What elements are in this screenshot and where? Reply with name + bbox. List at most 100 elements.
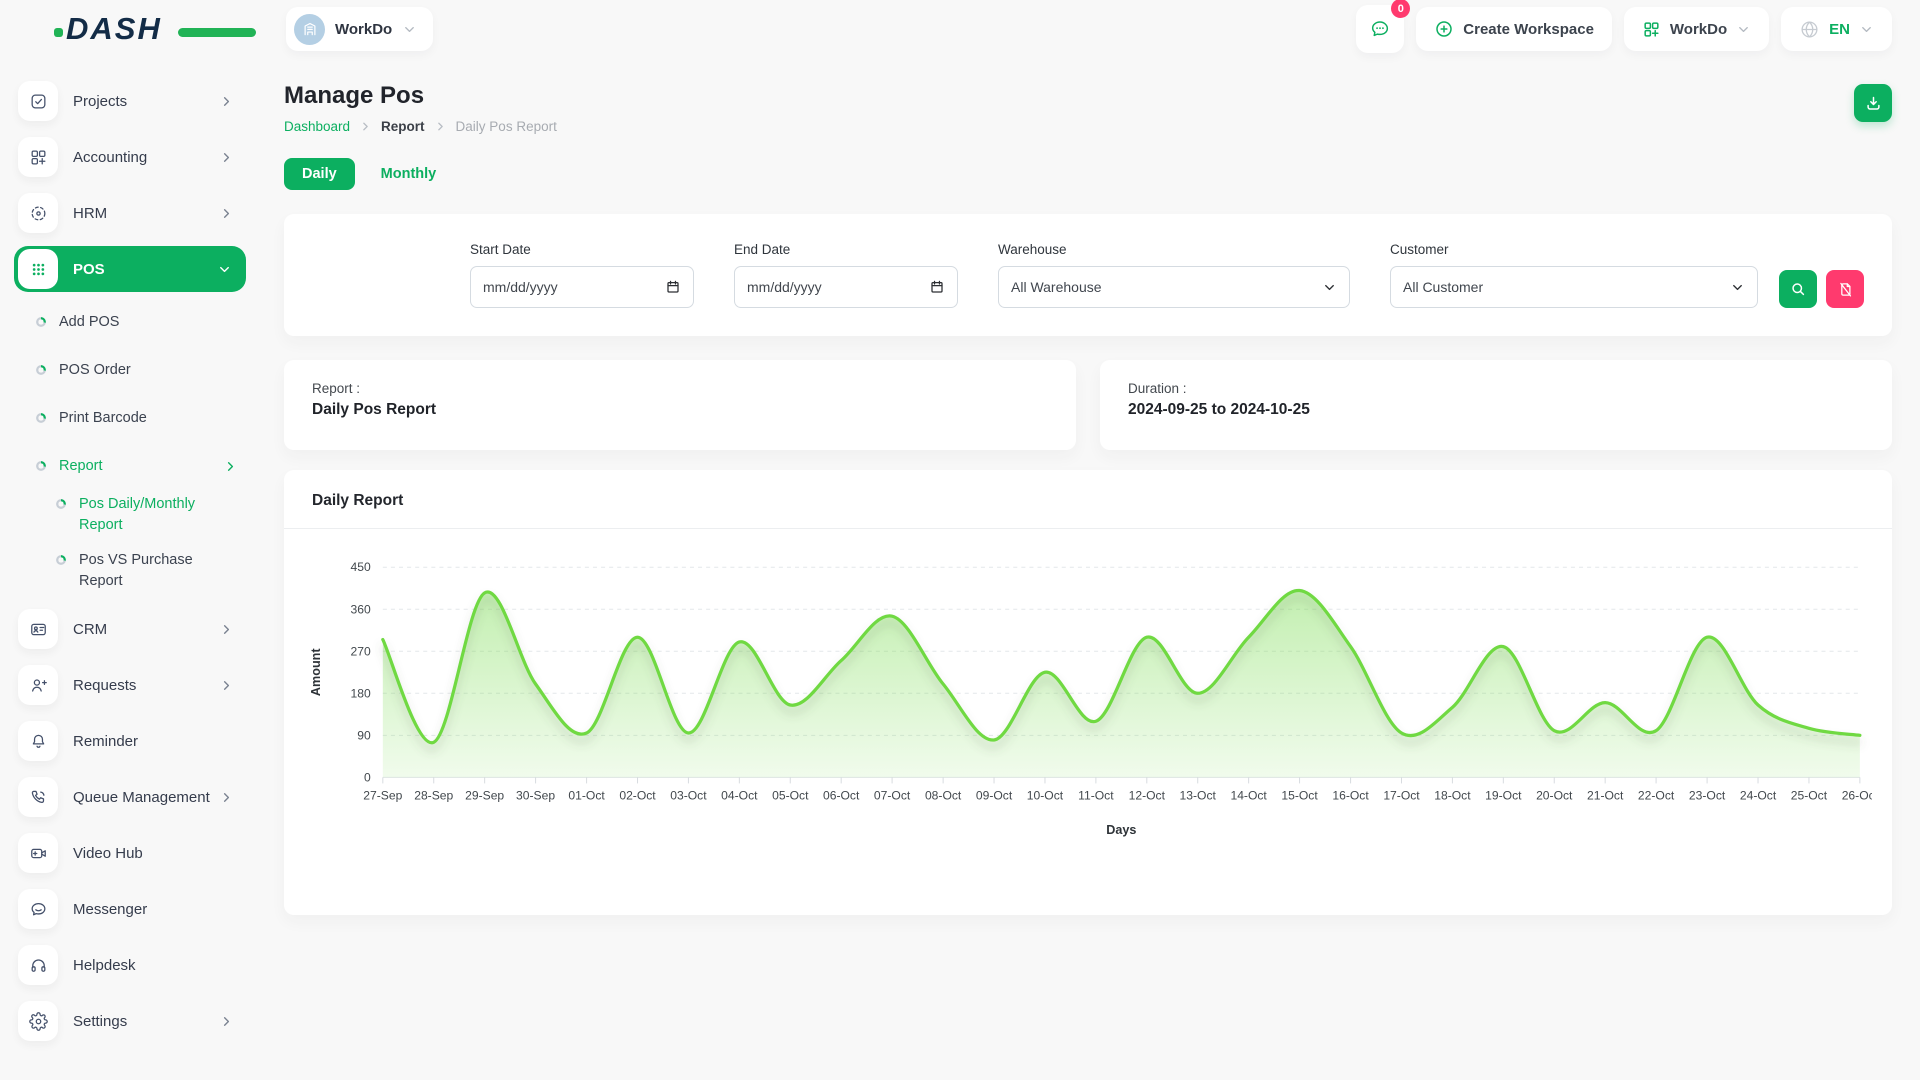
x-axis-tick-label: 27-Sep: [363, 789, 402, 803]
checkbox-icon: [29, 92, 48, 111]
duration-value: 2024-09-25 to 2024-10-25: [1128, 401, 1864, 419]
sidebar-item-helpdesk[interactable]: Helpdesk: [14, 942, 246, 988]
sidebar-item-crm[interactable]: CRM: [14, 606, 246, 652]
calendar-icon[interactable]: [929, 279, 945, 295]
create-workspace-button[interactable]: Create Workspace: [1416, 7, 1612, 51]
x-axis-tick-label: 19-Oct: [1485, 789, 1522, 803]
report-value: Daily Pos Report: [312, 401, 1048, 419]
sidebar-item-label: HRM: [73, 205, 107, 222]
report-period-tabs: Daily Monthly: [284, 158, 1892, 190]
messages-button[interactable]: 0: [1356, 5, 1404, 53]
sidebar-item-projects[interactable]: Projects: [14, 78, 246, 124]
chart-title: Daily Report: [312, 492, 1864, 510]
sidebar-item-label: POS: [73, 261, 105, 278]
sidebar-item-label: Requests: [73, 677, 136, 694]
download-icon: [1864, 94, 1883, 113]
end-date-label: End Date: [734, 242, 958, 257]
breadcrumb-item[interactable]: Dashboard: [284, 119, 350, 134]
sidebar-item-pos-order[interactable]: POS Order: [14, 350, 246, 390]
sidebar-navigation: Projects Accounting HRM POS Add POS POS Order…: [0, 58, 260, 1080]
donut-bullet-icon: [36, 413, 46, 423]
chevron-down-icon: [1859, 22, 1874, 37]
workspace-switcher[interactable]: WorkDo: [286, 7, 433, 51]
sidebar-item-label: Projects: [73, 93, 127, 110]
x-axis-tick-label: 25-Oct: [1791, 789, 1828, 803]
chevron-right-icon: [219, 1014, 234, 1029]
y-axis-tick-label: 450: [350, 560, 370, 574]
daily-report-chart: 090180270360450 27-Sep28-Sep29-Sep30-Sep…: [284, 529, 1892, 880]
chevron-right-icon: [359, 120, 372, 133]
daily-report-card: Daily Report 090180270360450 27-Sep28-Se…: [284, 470, 1892, 915]
sidebar-item-label: CRM: [73, 621, 107, 638]
sidebar-item-reminder[interactable]: Reminder: [14, 718, 246, 764]
x-axis-tick-label: 13-Oct: [1180, 789, 1217, 803]
chevron-right-icon: [219, 678, 234, 693]
sidebar-item-hrm[interactable]: HRM: [14, 190, 246, 236]
sidebar-item-accounting[interactable]: Accounting: [14, 134, 246, 180]
sidebar-item-requests[interactable]: Requests: [14, 662, 246, 708]
report-summary-card: Report : Daily Pos Report: [284, 360, 1076, 450]
x-axis-tick-label: 16-Oct: [1332, 789, 1369, 803]
top-header: DASH WorkDo 0 Create Workspace WorkDo EN: [0, 0, 1920, 58]
gear-icon: [29, 1012, 48, 1031]
chevron-down-icon: [1859, 22, 1874, 37]
message-bubble-icon: [29, 900, 48, 919]
sidebar-item-queue-management[interactable]: Queue Management: [14, 774, 246, 820]
x-axis-tick-label: 08-Oct: [925, 789, 962, 803]
sidebar-item-video-hub[interactable]: Video Hub: [14, 830, 246, 876]
reset-filter-button[interactable]: [1826, 270, 1864, 308]
workspace-menu-button[interactable]: WorkDo: [1624, 7, 1769, 51]
donut-bullet-icon: [36, 461, 46, 471]
apply-filter-button[interactable]: [1779, 270, 1817, 308]
calendar-icon[interactable]: [665, 279, 681, 295]
globe-icon: [1799, 19, 1820, 40]
sidebar-item-label: Add POS: [59, 314, 119, 330]
breadcrumb-item[interactable]: Report: [381, 119, 425, 134]
chevron-down-icon: [402, 22, 417, 37]
sidebar-item-label: Pos Daily/Monthly Report: [79, 494, 229, 536]
warehouse-selected-value: All Warehouse: [1011, 279, 1102, 295]
grid-dots-icon: [29, 260, 48, 279]
id-card-icon: [29, 620, 48, 639]
workspace-name: WorkDo: [335, 21, 392, 38]
warehouse-select[interactable]: All Warehouse: [998, 266, 1350, 308]
chevron-right-icon: [219, 206, 234, 221]
download-report-button[interactable]: [1854, 84, 1892, 122]
sidebar-item-add-pos[interactable]: Add POS: [14, 302, 246, 342]
building-icon: [301, 20, 319, 38]
x-axis-tick-label: 23-Oct: [1689, 789, 1726, 803]
sidebar-item-pos-vs-purchase-report[interactable]: Pos VS Purchase Report: [14, 550, 246, 594]
start-date-input[interactable]: mm/dd/yyyy: [470, 266, 694, 308]
language-selector[interactable]: EN: [1781, 7, 1892, 51]
x-axis-tick-label: 02-Oct: [619, 789, 656, 803]
sidebar-item-label: Queue Management: [73, 789, 210, 806]
x-axis-tick-label: 05-Oct: [772, 789, 809, 803]
area-chart-svg: 090180270360450 27-Sep28-Sep29-Sep30-Sep…: [304, 547, 1872, 875]
sidebar-item-label: Settings: [73, 1013, 127, 1030]
customer-select[interactable]: All Customer: [1390, 266, 1758, 308]
chevron-right-icon: [434, 120, 447, 133]
x-axis-tick-label: 17-Oct: [1383, 789, 1420, 803]
sidebar-item-label: Accounting: [73, 149, 147, 166]
sidebar-item-pos-daily-monthly-report[interactable]: Pos Daily/Monthly Report: [14, 494, 246, 538]
sidebar-item-label: POS Order: [59, 362, 131, 378]
sidebar-item-messenger[interactable]: Messenger: [14, 886, 246, 932]
sidebar-item-pos[interactable]: POS: [14, 246, 246, 292]
end-date-placeholder: mm/dd/yyyy: [747, 279, 822, 295]
sidebar-item-report[interactable]: Report: [14, 446, 246, 486]
chevron-right-icon: [219, 94, 234, 109]
sidebar-item-print-barcode[interactable]: Print Barcode: [14, 398, 246, 438]
x-axis-tick-label: 26-Oct: [1842, 789, 1872, 803]
tab-monthly[interactable]: Monthly: [381, 166, 437, 182]
x-axis-tick-label: 09-Oct: [976, 789, 1013, 803]
end-date-input[interactable]: mm/dd/yyyy: [734, 266, 958, 308]
filter-panel: Start Date mm/dd/yyyy End Date mm/dd/yyy…: [284, 214, 1892, 336]
x-axis-tick-label: 28-Sep: [414, 789, 453, 803]
sidebar-item-settings[interactable]: Settings: [14, 998, 246, 1044]
headphones-icon: [29, 956, 48, 975]
grid-plus-icon: [29, 148, 48, 167]
tab-daily[interactable]: Daily: [284, 158, 355, 190]
logo-accent-bar: [178, 28, 256, 37]
start-date-label: Start Date: [470, 242, 694, 257]
app-logo[interactable]: DASH: [66, 11, 256, 47]
